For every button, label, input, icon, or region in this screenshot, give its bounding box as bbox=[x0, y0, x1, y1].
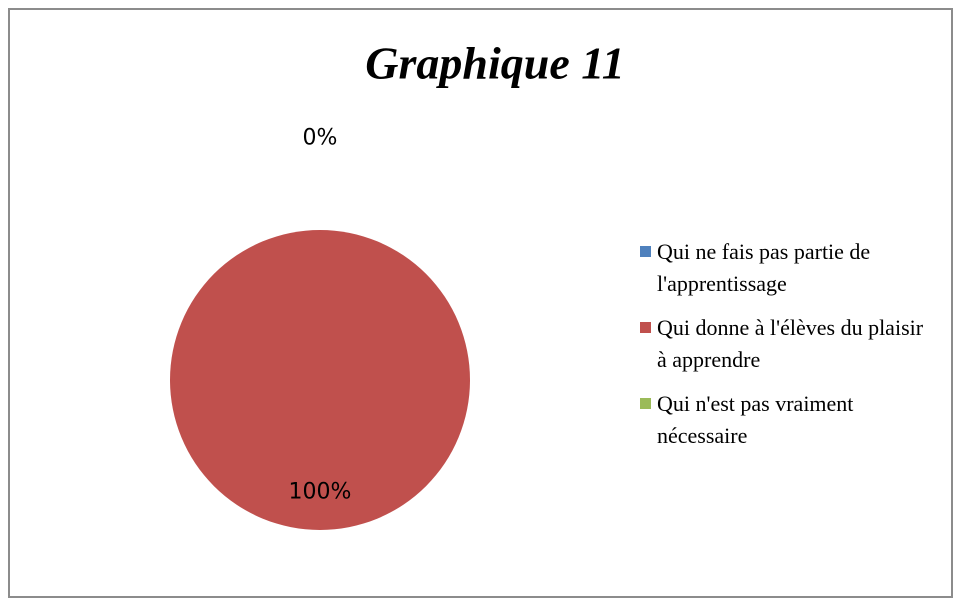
legend-label: Qui n'est pas vraiment nécessaire bbox=[657, 391, 854, 448]
chart-title: Graphique 11 bbox=[365, 38, 624, 89]
legend-item: Qui n'est pas vraiment nécessaire bbox=[640, 388, 930, 452]
legend: Qui ne fais pas partie de l'apprentissag… bbox=[640, 236, 930, 464]
data-label: 0% bbox=[303, 126, 338, 151]
chart: Graphique 11 0% 100% bbox=[170, 38, 625, 530]
data-label: 100% bbox=[289, 480, 352, 505]
legend-label: Qui donne à l'élèves du plaisir à appren… bbox=[657, 315, 924, 372]
page: {"chart_data": {"type": "pie", "title": … bbox=[8, 8, 953, 598]
legend-item: Qui donne à l'élèves du plaisir à appren… bbox=[640, 312, 930, 376]
legend-item: Qui ne fais pas partie de l'apprentissag… bbox=[640, 236, 930, 300]
legend-label: Qui ne fais pas partie de l'apprentissag… bbox=[657, 239, 871, 296]
pie-slice bbox=[170, 230, 470, 530]
legend-swatch bbox=[640, 322, 651, 333]
legend-swatch bbox=[640, 246, 651, 257]
legend-swatch bbox=[640, 398, 651, 409]
